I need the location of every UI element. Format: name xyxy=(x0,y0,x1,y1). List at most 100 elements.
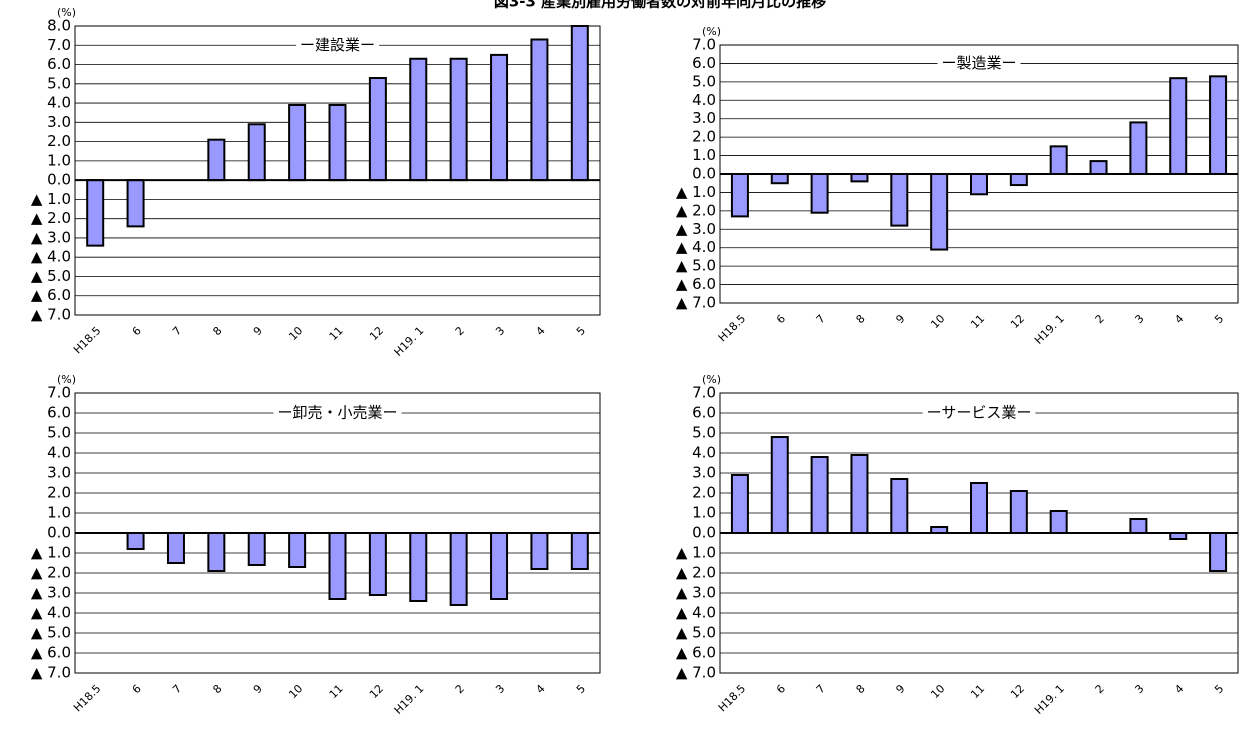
bar xyxy=(166,532,185,564)
bar xyxy=(530,38,549,182)
axis-unit: (%) xyxy=(57,373,76,386)
x-tick-label: 4 xyxy=(1172,682,1186,696)
y-tick-label: 7.0 xyxy=(47,384,71,402)
y-tick-label: 1.0 xyxy=(47,151,71,169)
y-tick-label: ▲ 5.0 xyxy=(31,624,71,642)
x-tick-label: 4 xyxy=(534,682,548,696)
y-tick-label: 5.0 xyxy=(47,424,71,442)
bar xyxy=(570,25,589,182)
x-tick-label: 9 xyxy=(251,324,265,338)
bar xyxy=(1169,77,1188,175)
x-tick-label: 5 xyxy=(574,324,588,338)
x-tick-label: 11 xyxy=(968,312,987,331)
x-tick-label: 11 xyxy=(327,324,346,343)
axis-unit: (%) xyxy=(57,6,76,19)
y-tick-label: ▲ 6.0 xyxy=(31,644,71,662)
axis-unit: (%) xyxy=(702,25,721,38)
y-tick-label: ▲ 7.0 xyxy=(31,306,71,324)
x-tick-label: H18.5 xyxy=(716,312,748,344)
x-tick-label: 7 xyxy=(170,324,184,338)
x-tick-label: 3 xyxy=(1132,312,1146,326)
bar xyxy=(288,532,307,568)
bar xyxy=(770,436,789,534)
y-tick-label: ▲ 7.0 xyxy=(31,664,71,682)
x-tick-label: 3 xyxy=(1132,682,1146,696)
bar xyxy=(850,454,869,534)
y-tick-label: 1.0 xyxy=(47,504,71,522)
bar xyxy=(288,103,307,182)
y-tick-label: ▲ 3.0 xyxy=(676,584,716,602)
y-tick-label: ▲ 6.0 xyxy=(676,275,716,293)
y-tick-label: 2.0 xyxy=(692,484,716,502)
y-tick-label: 3.0 xyxy=(692,109,716,127)
title-background xyxy=(937,53,1021,72)
bar xyxy=(1009,490,1028,534)
x-tick-label: H18.5 xyxy=(716,682,748,714)
y-tick-label: ▲ 5.0 xyxy=(676,624,716,642)
y-tick-label: 3.0 xyxy=(692,464,716,482)
y-tick-label: 0.0 xyxy=(692,524,716,542)
y-tick-label: ▲ 3.0 xyxy=(676,220,716,238)
y-tick-label: ▲ 1.0 xyxy=(676,183,716,201)
y-tick-label: 5.0 xyxy=(47,74,71,92)
y-tick-label: 7.0 xyxy=(692,36,716,54)
y-tick-label: 1.0 xyxy=(692,504,716,522)
y-tick-label: ▲ 3.0 xyxy=(31,584,71,602)
y-tick-label: 4.0 xyxy=(692,91,716,109)
bar xyxy=(1049,145,1068,176)
bar xyxy=(730,474,749,534)
y-tick-label: 0.0 xyxy=(692,165,716,183)
bar xyxy=(449,532,468,606)
x-tick-label: 9 xyxy=(251,682,265,696)
x-tick-label: 7 xyxy=(814,312,828,326)
bar xyxy=(850,173,869,183)
y-tick-label: ▲ 2.0 xyxy=(31,209,71,227)
x-tick-label: H18.5 xyxy=(71,324,103,356)
x-tick-label: H19. 1 xyxy=(1032,682,1067,717)
x-tick-label: 10 xyxy=(928,682,947,701)
bar xyxy=(570,532,589,570)
x-tick-label: 5 xyxy=(574,682,588,696)
bar xyxy=(247,123,266,182)
x-tick-label: H19. 1 xyxy=(1032,312,1067,347)
y-tick-label: ▲ 5.0 xyxy=(676,257,716,275)
x-tick-label: 2 xyxy=(453,682,467,696)
y-tick-label: 3.0 xyxy=(47,113,71,131)
x-tick-label: 10 xyxy=(286,324,305,343)
x-tick-label: 10 xyxy=(928,312,947,331)
y-tick-label: ▲ 6.0 xyxy=(31,286,71,304)
x-tick-label: 4 xyxy=(534,324,548,338)
x-tick-label: 4 xyxy=(1172,312,1186,326)
bar xyxy=(247,532,266,566)
x-tick-label: 8 xyxy=(210,324,224,338)
y-tick-label: ▲ 2.0 xyxy=(676,564,716,582)
title-background xyxy=(922,403,1036,422)
figure-title: 図3-3 産業別雇用労働者数の対前年同月比の推移 xyxy=(494,0,826,11)
bar xyxy=(1209,75,1228,175)
x-tick-label: 8 xyxy=(210,682,224,696)
bar xyxy=(1129,518,1148,534)
bar xyxy=(368,77,387,182)
y-tick-label: 7.0 xyxy=(47,36,71,54)
y-tick-label: 5.0 xyxy=(692,424,716,442)
y-tick-label: ▲ 4.0 xyxy=(676,604,716,622)
y-tick-label: 4.0 xyxy=(47,94,71,112)
x-tick-label: 6 xyxy=(130,682,144,696)
bar xyxy=(1049,510,1068,534)
bar xyxy=(126,532,145,550)
x-tick-label: H19. 1 xyxy=(392,324,427,359)
y-tick-label: 2.0 xyxy=(692,128,716,146)
y-tick-label: ▲ 4.0 xyxy=(676,238,716,256)
chart-title: ー卸売・小売業ー xyxy=(277,404,397,422)
x-tick-label: H19. 1 xyxy=(392,682,427,717)
y-tick-label: ▲ 4.0 xyxy=(31,604,71,622)
y-tick-label: ▲ 7.0 xyxy=(676,664,716,682)
y-tick-label: 1.0 xyxy=(692,146,716,164)
x-tick-label: 2 xyxy=(1093,682,1107,696)
x-tick-label: H18.5 xyxy=(71,682,103,714)
x-tick-label: 9 xyxy=(893,312,907,326)
y-tick-label: 8.0 xyxy=(47,17,71,35)
x-tick-label: 11 xyxy=(968,682,987,701)
x-tick-label: 8 xyxy=(854,312,868,326)
